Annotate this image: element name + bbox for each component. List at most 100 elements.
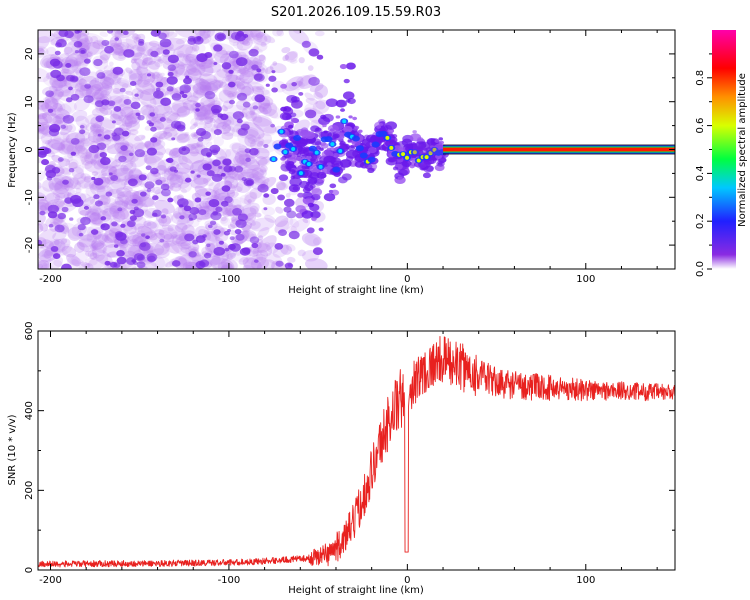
noise-blob (243, 254, 267, 269)
noise-spot (169, 166, 177, 172)
noise-blob (274, 217, 294, 233)
noise-blob (243, 64, 252, 71)
noise-blob (81, 157, 91, 166)
noise-blob (196, 77, 205, 84)
noise-blob (158, 227, 178, 240)
transition-blob (335, 115, 341, 119)
transition-blob (315, 145, 321, 150)
snr-series-line (38, 336, 675, 568)
noise-blob (133, 51, 149, 66)
noise-spot (178, 204, 184, 208)
noise-blob (113, 47, 125, 56)
noise-blob (224, 175, 239, 189)
noise-blob (253, 42, 268, 52)
noise-blob (202, 202, 210, 210)
noise-spot (209, 144, 221, 154)
noise-spot (218, 240, 225, 245)
noise-blob (79, 139, 86, 145)
noise-blob (195, 112, 215, 125)
noise-spot (93, 194, 100, 200)
noise-blob (137, 72, 148, 82)
transition-blob (309, 203, 320, 212)
noise-blob (38, 240, 62, 257)
noise-blob (137, 225, 158, 241)
transition-blob (434, 139, 440, 143)
noise-blob (38, 192, 47, 202)
noise-spot (105, 191, 113, 197)
noise-blob (131, 97, 141, 102)
noise-blob (43, 250, 53, 259)
noise-blob (212, 80, 224, 89)
noise-spot (110, 174, 119, 182)
noise-blob (145, 60, 159, 74)
noise-blob (78, 78, 87, 87)
noise-blob (52, 185, 75, 200)
noise-blob (193, 122, 199, 127)
noise-blob (91, 233, 109, 249)
noise-blob (186, 63, 206, 76)
noise-spot (111, 132, 117, 137)
noise-blob (195, 252, 202, 257)
colorbar-tick-label: 0.2 (695, 213, 706, 229)
noise-blob (211, 252, 230, 265)
noise-spot (171, 93, 182, 101)
noise-spot (128, 152, 134, 157)
noise-blob (106, 251, 118, 258)
noise-blob (161, 242, 172, 249)
noise-blob (38, 46, 49, 58)
transition-blob (409, 133, 422, 142)
noise-blob (312, 99, 330, 114)
noise-spot (61, 263, 72, 269)
noise-blob (268, 109, 279, 119)
noise-spot (227, 81, 236, 88)
noise-spot (287, 263, 293, 267)
noise-blob (222, 125, 235, 137)
noise-blob (187, 245, 197, 253)
noise-blob (87, 129, 105, 143)
noise-spot (138, 41, 145, 46)
noise-blob (264, 214, 276, 223)
noise-spot (79, 67, 91, 77)
noise-spot (150, 167, 159, 175)
spectrogram-ylabel: Frequency (Hz) (7, 112, 18, 188)
noise-spot (181, 93, 188, 99)
noise-blob (222, 83, 238, 98)
snr-xtick-label: -200 (39, 575, 62, 586)
noise-spot (234, 32, 246, 42)
noise-blob (48, 177, 64, 191)
noise-spot (206, 243, 211, 248)
track-blob (324, 136, 333, 143)
noise-blob (142, 83, 156, 93)
transition-blob (436, 160, 445, 167)
noise-blob (222, 119, 232, 127)
noise-blob (122, 185, 133, 192)
noise-blob (109, 90, 124, 104)
noise-blob (258, 102, 272, 115)
noise-blob (238, 256, 249, 265)
noise-blob (204, 116, 214, 125)
noise-blob (125, 90, 134, 96)
noise-spot (232, 111, 244, 120)
noise-blob (232, 66, 241, 72)
noise-blob (53, 180, 62, 188)
noise-blob (87, 204, 100, 215)
noise-blob (241, 40, 251, 46)
transition-blob (412, 130, 417, 134)
track-dot (404, 155, 409, 160)
noise-blob (162, 127, 171, 135)
noise-blob (128, 129, 139, 136)
noise-blob (68, 161, 78, 170)
colorbar-tick-label: 0.4 (695, 165, 706, 181)
noise-blob (70, 110, 88, 122)
noise-spot (159, 38, 172, 48)
noise-spot (74, 30, 80, 34)
track-dot (389, 145, 394, 150)
transition-blob (438, 140, 445, 145)
noise-spot (123, 49, 135, 58)
track-blob (332, 166, 341, 173)
noise-blob (44, 99, 51, 104)
noise-blob (90, 159, 97, 166)
noise-blob (38, 228, 57, 245)
noise-blob (256, 34, 264, 41)
noise-blob (199, 30, 216, 39)
